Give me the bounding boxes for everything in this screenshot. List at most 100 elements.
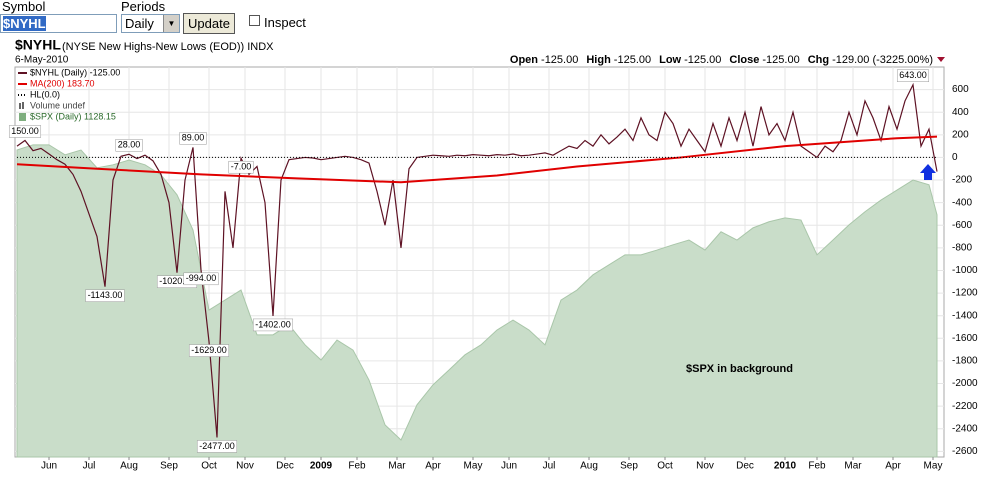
down-arrow (937, 57, 945, 62)
y-tick-label: -2600 (952, 446, 978, 457)
x-tick-label: May (464, 461, 483, 472)
quote-label: Chg (808, 54, 829, 66)
x-tick-label: Mar (388, 461, 406, 472)
value-label-box (252, 318, 294, 332)
y-tick-label: -800 (952, 243, 972, 254)
x-tick-label: 2009 (310, 461, 333, 472)
inspect-label: Inspect (264, 15, 306, 30)
x-tick-label: Oct (657, 461, 673, 472)
legend-label: MA(200) 183.70 (30, 78, 95, 88)
value-label-box (179, 132, 207, 145)
x-tick-label: Sep (160, 461, 178, 472)
x-tick-label: Nov (236, 461, 254, 472)
annotation: $SPX in background (686, 363, 793, 375)
symbol-label: Symbol (2, 0, 46, 14)
value-label-box (188, 344, 230, 357)
value-label-box (183, 272, 219, 286)
legend-swatch (19, 113, 26, 121)
y-tick-label: -1800 (952, 356, 978, 367)
area (16, 144, 938, 458)
legend-swatch (22, 102, 24, 109)
x-tick-label: Jun (41, 461, 57, 472)
legend-label: HL(0.0) (30, 89, 60, 99)
quote: Open -125.00 High -125.00 Low -125.00 Close -12… (510, 54, 933, 66)
legend-label: $SPX (Daily) 1128.15 (30, 111, 116, 121)
x-tick-label: Dec (276, 461, 294, 472)
y-tick-label: -400 (952, 197, 972, 208)
y-tick-label: 200 (952, 129, 969, 140)
legend-swatch (19, 103, 21, 109)
value-label-box (85, 289, 125, 302)
update-button[interactable]: Update (183, 13, 235, 34)
quote-label: High (586, 54, 611, 66)
y-tick-label: -1600 (952, 333, 978, 344)
value-label: -1402.00 (255, 319, 291, 329)
x-tick-label: Apr (425, 461, 441, 472)
y-tick-label: -2000 (952, 378, 978, 389)
value-label-box (896, 69, 930, 82)
y-tick-label: -600 (952, 220, 972, 231)
value-label: -1143.00 (88, 290, 123, 300)
value-label: -994.00 (186, 273, 217, 283)
period-select[interactable]: Daily ▼ (121, 14, 180, 33)
chart-date: 6-May-2010 (15, 55, 69, 66)
blue-arrow (920, 164, 936, 180)
y-tick-label: -1200 (952, 288, 978, 299)
x-tick-label: Apr (885, 461, 901, 472)
value-label: 89.00 (182, 133, 205, 143)
chart-subtitle: (NYSE New Highs-New Lows (EOD)) INDX (62, 41, 274, 53)
value-label: -7.00 (231, 162, 252, 172)
quote-value: -125.00 (614, 54, 651, 66)
quote-value: -129.00 (-3225.00%) (832, 54, 933, 66)
y-tick-label: 600 (952, 84, 969, 95)
symbol-input[interactable]: $NYHL (0, 14, 117, 33)
y-tick-label: 400 (952, 107, 969, 118)
value-label: -1629.00 (191, 345, 227, 355)
line (16, 82, 938, 438)
inspect-checkbox[interactable] (249, 15, 260, 26)
y-tick-label: 0 (952, 152, 958, 163)
x-tick-label: Sep (620, 461, 638, 472)
x-tick-label: Dec (736, 461, 754, 472)
periods-label: Periods (121, 0, 166, 14)
line (16, 135, 938, 184)
y-tick-label: -2400 (952, 423, 978, 434)
x-tick-label: 2010 (774, 461, 797, 472)
chart-title: $NYHL (15, 37, 61, 53)
select-arrow: ▼ (163, 15, 179, 32)
x-tick-label: Mar (844, 461, 862, 472)
x-tick-label: Feb (808, 461, 826, 472)
quote-label: Close (729, 54, 759, 66)
y-tick-label: -1400 (952, 310, 978, 321)
legend-label: $NYHL (Daily) -125.00 (30, 67, 120, 77)
y-tick-label: -1000 (952, 265, 978, 276)
value-label: 28.00 (118, 140, 141, 150)
quote-value: -125.00 (541, 54, 578, 66)
value-label: -1020.00 (159, 276, 195, 286)
symbol-text: $NYHL (3, 16, 46, 31)
value-label-box (196, 440, 238, 453)
value-label-box (228, 160, 254, 174)
value-label: 643.00 (899, 70, 927, 80)
x-tick-label: Jun (501, 461, 517, 472)
quote-value: -125.00 (684, 54, 721, 66)
value-label-box (8, 125, 42, 138)
quote-label: Low (659, 54, 681, 66)
legend-label: Volume undef (30, 100, 86, 110)
quote-label: Open (510, 54, 538, 66)
quote-value: -125.00 (762, 54, 799, 66)
x-tick-label: Oct (201, 461, 217, 472)
x-tick-label: Jul (83, 461, 96, 472)
value-label-box (115, 139, 143, 152)
x-tick-label: Aug (580, 461, 598, 472)
x-tick-label: Aug (120, 461, 138, 472)
value-label: 150.00 (11, 126, 39, 136)
value-label: -2477.00 (199, 441, 235, 451)
x-tick-label: May (924, 461, 943, 472)
x-tick-label: Jul (543, 461, 556, 472)
x-tick-label: Feb (348, 461, 366, 472)
period-text: Daily (125, 16, 154, 31)
y-tick-label: -200 (952, 175, 972, 186)
